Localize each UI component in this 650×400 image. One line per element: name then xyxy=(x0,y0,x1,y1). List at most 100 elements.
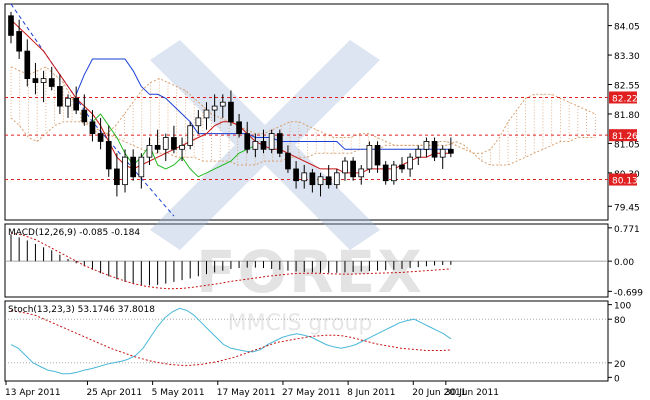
stoch-tick-label: 0 xyxy=(614,374,620,384)
candle-body xyxy=(342,160,348,174)
x-tick-label: 17 May 2011 xyxy=(217,388,276,398)
candle-body xyxy=(390,164,397,182)
candle-body xyxy=(366,144,373,170)
candle-body xyxy=(73,97,80,111)
macd-signal-line xyxy=(10,232,451,290)
candle-body xyxy=(105,141,112,170)
candle xyxy=(32,62,39,95)
candle-body xyxy=(57,86,63,107)
stoch-tick-label: 80 xyxy=(614,316,626,326)
macd-label: MACD(12,26,9) -0.085 -0.184 xyxy=(8,228,140,238)
level-badge-label: 81.26 xyxy=(612,132,638,142)
candle-body xyxy=(276,133,283,154)
level-badge-label: 82.22 xyxy=(612,94,638,104)
x-tick-label: 5 May 2011 xyxy=(152,388,205,398)
candle-body xyxy=(293,168,299,182)
candle-body xyxy=(317,176,324,186)
candle xyxy=(179,137,185,162)
candle-body xyxy=(423,141,430,150)
candle-body xyxy=(268,133,275,150)
candle-body xyxy=(171,137,177,150)
candle-body xyxy=(399,164,405,170)
stoch-k-line xyxy=(10,307,452,375)
candle xyxy=(415,145,422,166)
candle-body xyxy=(415,148,422,158)
candle-body xyxy=(48,78,55,87)
candle xyxy=(228,90,234,126)
candle xyxy=(211,94,218,122)
stoch-panel-content: Stoch(13,23,3) 53.1746 37.8018 xyxy=(5,305,608,375)
candle-body xyxy=(195,117,202,127)
candle xyxy=(138,153,145,189)
x-tick-label: 8 Jun 2011 xyxy=(347,388,395,398)
candle xyxy=(333,168,340,189)
candle xyxy=(65,94,71,118)
candle xyxy=(97,117,104,150)
candle-body xyxy=(382,164,389,182)
candle-body xyxy=(154,144,161,150)
candle-body xyxy=(122,156,128,186)
candle xyxy=(342,157,348,181)
candle xyxy=(423,137,430,158)
macd-tick-label: 0.00 xyxy=(614,258,634,268)
price-tick-label: 81.05 xyxy=(614,140,640,150)
candle-body xyxy=(97,133,104,142)
candle-body xyxy=(146,144,153,158)
price-tick-label: 81.80 xyxy=(614,111,640,121)
candle xyxy=(276,129,283,158)
price-panel-content xyxy=(5,3,608,217)
candle-body xyxy=(285,152,291,170)
candle-body xyxy=(301,172,308,182)
x-tick-label: 27 May 2011 xyxy=(282,388,341,398)
candle xyxy=(48,66,55,91)
candle xyxy=(448,137,454,158)
watermark-forex: FOREX xyxy=(196,238,424,306)
candle xyxy=(439,145,446,169)
level-badge xyxy=(609,91,637,104)
stoch-d-line xyxy=(10,310,451,367)
candle-body xyxy=(309,172,316,186)
candle-body xyxy=(65,97,71,107)
candle-body xyxy=(244,133,251,150)
candle xyxy=(73,86,80,114)
candle xyxy=(89,110,96,142)
candle xyxy=(114,153,120,197)
cloud-span-a xyxy=(10,66,596,154)
candle xyxy=(325,165,332,189)
candle xyxy=(317,172,324,197)
x-tick-label: 13 Apr 2011 xyxy=(5,388,61,398)
candle-body xyxy=(130,156,137,178)
candle xyxy=(162,133,169,162)
candle xyxy=(350,157,356,181)
macd-tick-label: 0.771 xyxy=(614,225,640,235)
panel-price xyxy=(4,3,609,221)
candle xyxy=(81,94,88,126)
candle-body xyxy=(16,31,22,52)
candle xyxy=(203,102,210,130)
candle-body xyxy=(211,105,218,111)
candle-body xyxy=(179,144,185,150)
panel-stoch xyxy=(4,300,609,382)
macd-tick-label: -0.699 xyxy=(614,288,643,298)
candle xyxy=(358,165,365,185)
candle-body xyxy=(187,125,194,146)
candle xyxy=(399,157,405,173)
price-tick-label: 83.30 xyxy=(614,52,640,62)
panel-macd xyxy=(4,223,609,298)
candle xyxy=(374,141,381,173)
candle-body xyxy=(448,148,454,154)
candle xyxy=(40,70,47,103)
level-badge-label: 80.13 xyxy=(612,177,638,187)
candle xyxy=(390,161,397,185)
candle-body xyxy=(89,121,96,135)
price-tick-label: 82.55 xyxy=(614,82,640,92)
candle xyxy=(154,129,161,154)
candle-body xyxy=(203,109,210,119)
candle xyxy=(252,133,259,158)
level-badge xyxy=(609,129,637,142)
x-tick-label: 20 Jun 2011 xyxy=(412,388,466,398)
candle-body xyxy=(81,109,88,123)
candle-body xyxy=(24,50,31,80)
candle xyxy=(105,125,112,177)
candle xyxy=(285,145,291,173)
